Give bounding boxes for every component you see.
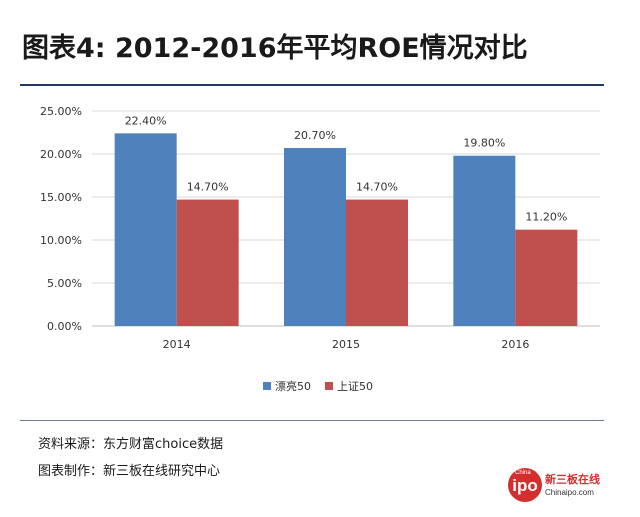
logo-url: Chinaipo.com bbox=[545, 488, 594, 497]
maker-note: 图表制作：新三板在线研究中心 bbox=[38, 464, 221, 479]
chart-title: 图表4: 2012-2016年平均ROE情况对比 bbox=[22, 33, 528, 64]
data-label: 11.20% bbox=[525, 211, 567, 224]
y-tick-label: 5.00% bbox=[47, 277, 82, 290]
bar-chart: 0.00% 5.00% 10.00% 15.00% 20.00% 25.00% 22.40%… bbox=[40, 105, 600, 393]
bar-series2 bbox=[176, 199, 239, 326]
y-tick-label: 20.00% bbox=[40, 148, 82, 161]
bar-series1 bbox=[284, 147, 346, 326]
data-label: 14.70% bbox=[187, 181, 229, 194]
logo-badge: ipo bbox=[508, 468, 542, 502]
x-tick-label: 2014 bbox=[163, 338, 191, 351]
data-label: 14.70% bbox=[356, 181, 398, 194]
legend-label: 漂亮50 bbox=[275, 379, 311, 393]
x-tick-label: 2016 bbox=[501, 338, 529, 351]
y-tick-label: 25.00% bbox=[40, 105, 82, 118]
data-label: 19.80% bbox=[463, 137, 505, 150]
source-note: 资料来源：东方财富choice数据 bbox=[38, 437, 224, 452]
logo-badge-text: ipo bbox=[512, 476, 538, 495]
logo-name: 新三板在线 bbox=[545, 473, 600, 486]
data-label: 22.40% bbox=[125, 114, 167, 127]
data-label: 20.70% bbox=[294, 129, 336, 142]
chinaipo-logo: ipo China 新三板在线 Chinaipo.com bbox=[508, 468, 628, 506]
bar-series2 bbox=[515, 229, 578, 326]
title-divider bbox=[20, 84, 604, 86]
x-tick-label: 2015 bbox=[332, 338, 360, 351]
logo-badge-top-text: China bbox=[515, 470, 531, 476]
y-tick-label: 0.00% bbox=[47, 320, 82, 333]
legend-label: 上证50 bbox=[337, 380, 373, 393]
footer-divider bbox=[20, 420, 604, 421]
legend-swatch-series2 bbox=[325, 382, 333, 390]
bar-series2 bbox=[346, 199, 408, 326]
legend-swatch-series1 bbox=[263, 382, 271, 390]
y-tick-label: 10.00% bbox=[40, 234, 82, 247]
y-tick-label: 15.00% bbox=[40, 191, 82, 204]
bar-series1 bbox=[114, 133, 177, 326]
bar-series1 bbox=[453, 155, 516, 326]
